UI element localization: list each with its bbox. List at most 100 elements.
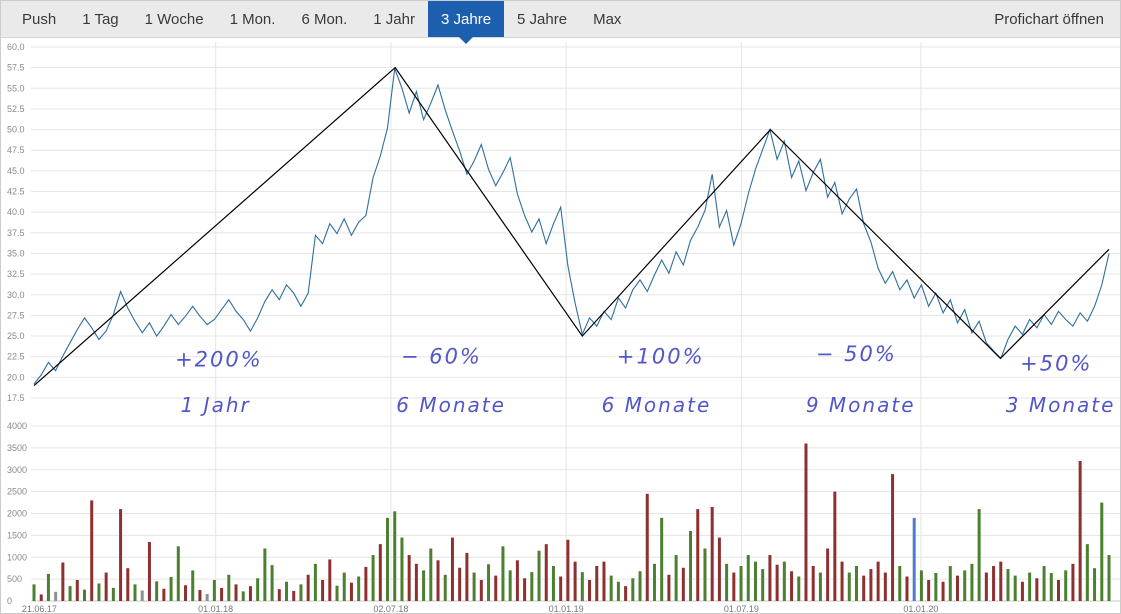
trend-lines (33, 66, 1110, 387)
volume-bar (905, 576, 909, 601)
volume-bar (140, 590, 144, 601)
volume-bar (321, 580, 325, 601)
volume-bar (386, 517, 390, 601)
volume-bar (479, 580, 483, 601)
volume-bar (616, 581, 620, 601)
date-label: 21.06.17 (22, 604, 57, 614)
volume-tick-label: 3000 (7, 465, 27, 475)
duration-annotation: 1 Jahr (181, 393, 251, 417)
volume-tick-label: 4000 (7, 421, 27, 431)
chart-area: +200% − 60% +100% − 50% +50% 1 Jahr 6 Monate 6 … (1, 38, 1121, 614)
volume-bar (645, 493, 649, 601)
volume-bar (46, 573, 50, 601)
volume-bar (624, 586, 628, 601)
gridlines (31, 46, 1120, 602)
tab-1-mon[interactable]: 1 Mon. (217, 1, 289, 37)
volume-bar (681, 567, 685, 601)
volume-bar (811, 566, 815, 601)
tab-push[interactable]: Push (9, 1, 69, 37)
tab-max[interactable]: Max (580, 1, 634, 37)
volume-bar (1100, 502, 1104, 601)
volume-bar (119, 509, 123, 601)
date-label: 02.07.18 (373, 604, 408, 614)
volume-bar (948, 566, 952, 601)
range-tabs: Push 1 Tag 1 Woche 1 Mon. 6 Mon. 1 Jahr … (1, 1, 634, 44)
volume-bar (487, 564, 491, 601)
volume-bar (595, 566, 599, 601)
volume-bar (530, 572, 534, 601)
volume-bar (1020, 581, 1024, 601)
volume-bars (32, 443, 1111, 601)
volume-bar (689, 531, 693, 601)
volume-bar (768, 555, 772, 601)
tab-6-mon[interactable]: 6 Mon. (288, 1, 360, 37)
volume-bar (270, 565, 274, 601)
percent-annotation: − 50% (816, 342, 897, 366)
volume-bar (349, 582, 353, 601)
volume-bar (573, 561, 577, 601)
volume-bar (501, 546, 505, 601)
volume-bar (566, 539, 570, 601)
volume-bar (891, 474, 895, 601)
volume-bar (559, 576, 563, 601)
volume-bar (732, 572, 736, 601)
volume-bar (739, 566, 743, 601)
volume-bar (955, 575, 959, 601)
volume-bar (169, 576, 173, 601)
tab-1-woche[interactable]: 1 Woche (132, 1, 217, 37)
volume-tick-label: 1000 (7, 552, 27, 562)
volume-bar (407, 555, 411, 601)
volume-tick-label: 2500 (7, 487, 27, 497)
volume-bar (212, 580, 216, 601)
volume-bar (32, 584, 36, 601)
volume-bar (551, 566, 555, 601)
volume-bar (234, 584, 238, 601)
toolbar: Push 1 Tag 1 Woche 1 Mon. 6 Mon. 1 Jahr … (1, 1, 1120, 44)
volume-bar (934, 573, 938, 601)
volume-bar (999, 561, 1003, 601)
volume-bar (75, 580, 79, 601)
price-tick-label: 55.0 (7, 83, 25, 93)
volume-bar (371, 555, 375, 601)
volume-bar (753, 561, 757, 601)
volume-bar (602, 561, 606, 601)
volume-bar (176, 546, 180, 601)
volume-bar (256, 578, 260, 601)
duration-annotation: 6 Monate (602, 393, 712, 417)
volume-bar (941, 581, 945, 601)
price-line (33, 68, 1110, 385)
volume-bar (523, 578, 527, 601)
date-label: 01.01.19 (549, 604, 584, 614)
volume-tick-label: 2000 (7, 509, 27, 519)
tab-1-jahr[interactable]: 1 Jahr (360, 1, 428, 37)
date-label: 01.01.18 (198, 604, 233, 614)
price-tick-label: 50.0 (7, 125, 25, 135)
volume-bar (883, 572, 887, 601)
volume-bar (725, 563, 729, 601)
volume-tick-label: 500 (7, 574, 22, 584)
volume-bar (429, 548, 433, 601)
volume-bar (241, 591, 245, 601)
tab-5-jahre[interactable]: 5 Jahre (504, 1, 580, 37)
volume-bar (804, 443, 808, 601)
tab-1-tag[interactable]: 1 Tag (69, 1, 131, 37)
volume-bar (1042, 566, 1046, 601)
volume-bar (378, 544, 382, 601)
duration-annotation: 3 Monate (1006, 393, 1116, 417)
volume-bar (847, 572, 851, 601)
volume-bar (508, 570, 512, 601)
tab-3-jahre[interactable]: 3 Jahre (428, 1, 505, 44)
chart-canvas[interactable]: +200% − 60% +100% − 50% +50% 1 Jahr 6 Monate 6 … (1, 38, 1121, 614)
volume-bar (977, 509, 981, 601)
volume-bar (696, 509, 700, 601)
volume-bar (1064, 570, 1068, 601)
volume-bar (717, 537, 721, 601)
volume-bar (436, 560, 440, 601)
volume-bar (833, 491, 837, 601)
price-series-polyline (33, 68, 1110, 385)
volume-bar (1085, 544, 1089, 601)
volume-bar (869, 569, 873, 601)
profichart-open-link[interactable]: Profichart öffnen (994, 10, 1104, 28)
volume-bar (963, 570, 967, 601)
volume-bar (840, 561, 844, 601)
